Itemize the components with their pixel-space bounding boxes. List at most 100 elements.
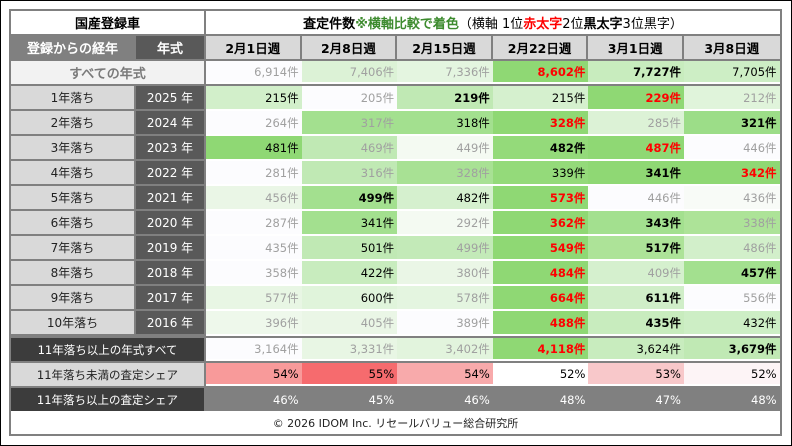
data-cell: 47% <box>588 388 684 411</box>
model-year-label: 2020 年 <box>136 211 206 236</box>
data-cell: 281件 <box>206 161 302 186</box>
data-cell: 578件 <box>397 286 493 311</box>
data-cell: 573件 <box>492 186 589 211</box>
data-cell: 341件 <box>301 211 398 236</box>
age-label: 3年落ち <box>11 136 136 161</box>
year-column-header: 年式 <box>136 36 206 59</box>
data-cell: 55% <box>301 363 398 386</box>
data-cell: 212件 <box>683 86 780 111</box>
model-year-label: 2025 年 <box>136 86 206 111</box>
data-cell: 54% <box>206 363 302 386</box>
data-cell: 229件 <box>588 86 684 111</box>
model-year-label: 2019 年 <box>136 236 206 261</box>
data-cell: 46% <box>206 388 302 411</box>
data-cell: 3,164件 <box>206 338 302 361</box>
data-cell: 219件 <box>397 86 493 111</box>
data-cell: 482件 <box>492 136 589 161</box>
data-cell: 422件 <box>301 261 398 286</box>
legend-end: 3位黒字） <box>622 17 683 32</box>
data-cell: 501件 <box>301 236 398 261</box>
data-cell: 328件 <box>492 111 589 136</box>
data-cell: 6,914件 <box>206 61 302 84</box>
data-cell: 456件 <box>206 186 302 211</box>
week-header: 2月22日週 <box>492 36 589 59</box>
data-cell: 446件 <box>683 136 780 161</box>
data-cell: 46% <box>397 388 493 411</box>
data-cell: 432件 <box>683 311 780 336</box>
model-year-label: 2021 年 <box>136 186 206 211</box>
data-cell: 343件 <box>588 211 684 236</box>
data-cell: 7,705件 <box>683 61 780 84</box>
data-cell: 499件 <box>397 236 493 261</box>
age-column-header: 登録からの経年 <box>11 36 136 59</box>
data-cell: 7,406件 <box>301 61 398 84</box>
data-cell: 53% <box>588 363 684 386</box>
table-row: 10年落ち 2016 年 396件 405件 389件 488件 435件 432件 <box>11 311 780 336</box>
age-label: 6年落ち <box>11 211 136 236</box>
data-cell: 405件 <box>301 311 398 336</box>
data-cell: 205件 <box>301 86 398 111</box>
legend-open: （横軸 1位 <box>458 17 524 32</box>
share-over-11-row-label: 11年落ち以上の査定シェア <box>11 388 206 411</box>
data-cell: 215件 <box>492 86 589 111</box>
title-coloring-note: ※横軸比較で着色 <box>355 17 459 32</box>
data-cell: 482件 <box>397 186 493 211</box>
data-cell: 342件 <box>683 161 780 186</box>
data-cell: 48% <box>683 388 780 411</box>
share-under-11-row-label: 11年落ち未満の査定シェア <box>11 363 206 386</box>
data-cell: 362件 <box>492 211 589 236</box>
title-row: 国産登録車 査定件数 ※横軸比較で着色 （横軸 1位 赤太字 2位 黒太字 3位… <box>11 11 780 36</box>
data-cell: 7,727件 <box>588 61 684 84</box>
data-cell: 339件 <box>492 161 589 186</box>
data-cell: 436件 <box>683 186 780 211</box>
data-cell: 7,336件 <box>397 61 493 84</box>
data-cell: 52% <box>683 363 780 386</box>
data-cell: 517件 <box>588 236 684 261</box>
model-year-label: 2022 年 <box>136 161 206 186</box>
title-prefix: 査定件数 <box>303 17 356 32</box>
data-cell: 435件 <box>588 311 684 336</box>
age-label: 4年落ち <box>11 161 136 186</box>
data-cell: 3,331件 <box>301 338 398 361</box>
data-cell: 481件 <box>206 136 302 161</box>
data-cell: 8,602件 <box>492 61 589 84</box>
data-cell: 54% <box>397 363 493 386</box>
table-row: 9年落ち 2017 年 577件 600件 578件 664件 611件 556件 <box>11 286 780 311</box>
data-cell: 577件 <box>206 286 302 311</box>
data-cell: 358件 <box>206 261 302 286</box>
data-cell: 3,402件 <box>397 338 493 361</box>
data-cell: 664件 <box>492 286 589 311</box>
data-cell: 264件 <box>206 111 302 136</box>
model-year-label: 2023 年 <box>136 136 206 161</box>
table-row: 2年落ち 2024 年 264件 317件 318件 328件 285件 321件 <box>11 111 780 136</box>
age-label: 1年落ち <box>11 86 136 111</box>
data-cell: 341件 <box>588 161 684 186</box>
legend-red-bold: 赤太字 <box>523 17 563 32</box>
age-label: 10年落ち <box>11 311 136 336</box>
over-11-years-row-label: 11年落ち以上の年式すべて <box>11 338 206 361</box>
data-cell: 3,679件 <box>683 338 780 361</box>
data-cell: 457件 <box>683 261 780 286</box>
data-cell: 52% <box>492 363 589 386</box>
data-cell: 446件 <box>588 186 684 211</box>
data-cell: 484件 <box>492 261 589 286</box>
appraisal-count-table: 国産登録車 査定件数 ※横軸比較で着色 （横軸 1位 赤太字 2位 黒太字 3位… <box>9 9 782 436</box>
header-row: 登録からの経年 年式 2月1日週 2月8日週 2月15日週 2月22日週 3月1日週 3月… <box>11 36 780 61</box>
week-header: 2月15日週 <box>397 36 493 59</box>
table-row: 4年落ち 2022 年 281件 316件 328件 339件 341件 342件 <box>11 161 780 186</box>
legend-black-bold: 黒太字 <box>583 17 623 32</box>
data-cell: 488件 <box>492 311 589 336</box>
all-years-label: すべての年式 <box>11 61 206 84</box>
week-header: 3月1日週 <box>588 36 684 59</box>
data-cell: 215件 <box>206 86 302 111</box>
legend-mid: 2位 <box>562 17 584 32</box>
data-cell: 389件 <box>397 311 493 336</box>
age-label: 5年落ち <box>11 186 136 211</box>
data-cell: 318件 <box>397 111 493 136</box>
table-category-title: 国産登録車 <box>11 11 206 34</box>
model-year-label: 2024 年 <box>136 111 206 136</box>
data-cell: 48% <box>492 388 589 411</box>
copyright-footer: © 2026 IDOM Inc. リセールバリュー総合研究所 <box>272 417 519 430</box>
data-cell: 45% <box>301 388 398 411</box>
data-cell: 3,624件 <box>588 338 684 361</box>
